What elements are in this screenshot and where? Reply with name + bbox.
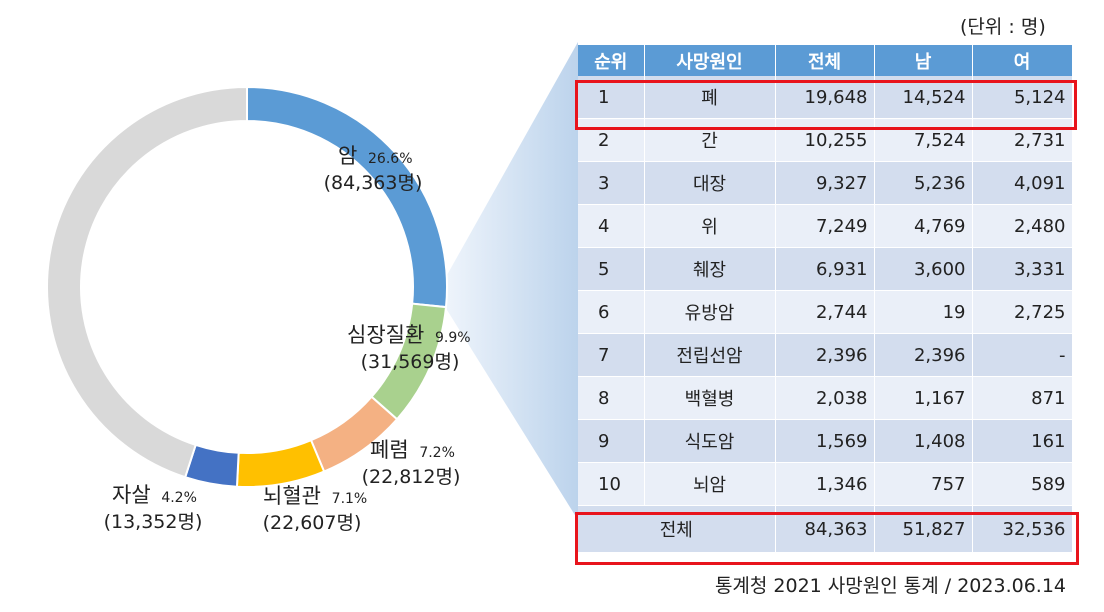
cell-female: 4,091 — [972, 161, 1073, 205]
table-row: 5 췌장 6,931 3,600 3,331 — [578, 247, 1073, 291]
cell-female: 589 — [972, 462, 1073, 506]
cell-rank: 8 — [578, 376, 645, 420]
cell-male: 1,408 — [874, 419, 973, 463]
cell-female: 3,331 — [972, 247, 1073, 291]
table-row: 1 폐 19,648 14,524 5,124 — [578, 76, 1073, 119]
cancer-death-table: 순위 사망원인 전체 남 여 1 폐 19,648 14,524 5,124 2 간 10,2… — [578, 45, 1073, 553]
cell-cause: 유방암 — [644, 290, 776, 334]
cell-rank: 5 — [578, 247, 645, 291]
cell-female: 2,731 — [972, 118, 1073, 162]
cell-rank: 2 — [578, 118, 645, 162]
table-row: 10 뇌암 1,346 757 589 — [578, 462, 1073, 506]
cell-male: 3,600 — [874, 247, 973, 291]
cell-female: 2,480 — [972, 204, 1073, 248]
cell-male: 1,167 — [874, 376, 973, 420]
cell-total: 2,396 — [775, 333, 875, 377]
cell-male: 5,236 — [874, 161, 973, 205]
header-cause: 사망원인 — [644, 45, 776, 76]
table-row: 7 전립선암 2,396 2,396- — [578, 333, 1073, 377]
cell-rank: 4 — [578, 204, 645, 248]
cell-rank: 3 — [578, 161, 645, 205]
cell-rank: 9 — [578, 419, 645, 463]
cell-cause: 간 — [644, 118, 776, 162]
table-row: 6 유방암 2,744 19 2,725 — [578, 290, 1073, 334]
cell-cause: 식도암 — [644, 419, 776, 463]
slice-count-heart: (31,569명) — [361, 351, 460, 373]
cell-cause: 뇌암 — [644, 462, 776, 506]
donut-slice-cancer — [246, 85, 448, 309]
cell-total: 9,327 — [775, 161, 875, 205]
cell-cause: 췌장 — [644, 247, 776, 291]
cell-female: 2,725 — [972, 290, 1073, 334]
cell-total: 10,255 — [775, 118, 875, 162]
slice-label-cancer: 암 26.6% — [338, 144, 413, 168]
highlight-box-row1 — [575, 80, 1077, 130]
source-caption: 통계청 2021 사망원인 통계 / 2023.06.14 — [714, 575, 1066, 597]
header-male: 남 — [874, 45, 973, 76]
cell-female: 871 — [972, 376, 1073, 420]
slice-count-cancer: (84,363명) — [324, 172, 423, 194]
header-female: 여 — [972, 45, 1073, 76]
cell-female: - — [972, 333, 1073, 377]
slice-label-pneumonia: 폐렴 7.2% — [370, 438, 455, 462]
cell-male: 757 — [874, 462, 973, 506]
cell-male: 19 — [874, 290, 973, 334]
cell-cause: 전립선암 — [644, 333, 776, 377]
cell-cause: 백혈병 — [644, 376, 776, 420]
table-row: 9 식도암 1,569 1,408 161 — [578, 419, 1073, 463]
cell-cause: 폐 — [644, 76, 776, 119]
cell-total: 2,038 — [775, 376, 875, 420]
zoom-wedge — [447, 42, 578, 520]
slice-count-stroke: (22,607명) — [263, 512, 362, 534]
cell-total: 7,249 — [775, 204, 875, 248]
highlight-box-total — [575, 512, 1079, 565]
cell-rank: 6 — [578, 290, 645, 334]
cell-rank: 10 — [578, 462, 645, 506]
slice-label-suicide: 자살 4.2% — [112, 483, 197, 507]
cell-male: 2,396 — [874, 333, 973, 377]
cell-male: 14,524 — [874, 76, 973, 119]
table-row: 4 위 7,249 4,769 2,480 — [578, 204, 1073, 248]
table-row: 3 대장 9,327 5,236 4,091 — [578, 161, 1073, 205]
donut-slice-stroke — [235, 438, 326, 488]
cell-rank: 7 — [578, 333, 645, 377]
cell-total: 2,744 — [775, 290, 875, 334]
cell-male: 7,524 — [874, 118, 973, 162]
header-total: 전체 — [775, 45, 875, 76]
unit-label: (단위 : 명) — [960, 16, 1046, 38]
cell-cause: 대장 — [644, 161, 776, 205]
table-header-row: 순위 사망원인 전체 남 여 — [578, 45, 1073, 76]
slice-label-stroke: 뇌혈관 7.1% — [263, 484, 367, 508]
slice-label-heart: 심장질환 9.9% — [347, 323, 471, 347]
cell-rank: 1 — [578, 76, 645, 119]
slice-count-suicide: (13,352명) — [104, 511, 203, 533]
donut-slice-others — [46, 85, 248, 479]
slice-count-pneumonia: (22,812명) — [362, 466, 461, 488]
cell-total: 1,346 — [775, 462, 875, 506]
cell-male: 4,769 — [874, 204, 973, 248]
table-row: 2 간 10,255 7,524 2,731 — [578, 118, 1073, 162]
cell-total: 1,569 — [775, 419, 875, 463]
header-rank: 순위 — [578, 45, 645, 76]
cell-female: 5,124 — [972, 76, 1073, 119]
cell-total: 19,648 — [775, 76, 875, 119]
cell-cause: 위 — [644, 204, 776, 248]
cell-female: 161 — [972, 419, 1073, 463]
table-row: 8 백혈병 2,038 1,167 871 — [578, 376, 1073, 420]
cell-total: 6,931 — [775, 247, 875, 291]
